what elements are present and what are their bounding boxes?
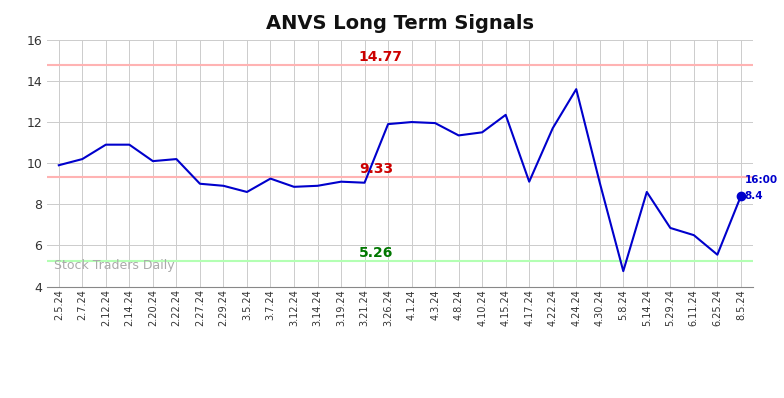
- Text: 14.77: 14.77: [359, 50, 403, 64]
- Title: ANVS Long Term Signals: ANVS Long Term Signals: [266, 14, 534, 33]
- Text: 16:00: 16:00: [744, 175, 778, 185]
- Text: 9.33: 9.33: [359, 162, 393, 176]
- Text: 5.26: 5.26: [359, 246, 394, 259]
- Text: 8.4: 8.4: [744, 191, 763, 201]
- Text: Stock Traders Daily: Stock Traders Daily: [54, 259, 175, 272]
